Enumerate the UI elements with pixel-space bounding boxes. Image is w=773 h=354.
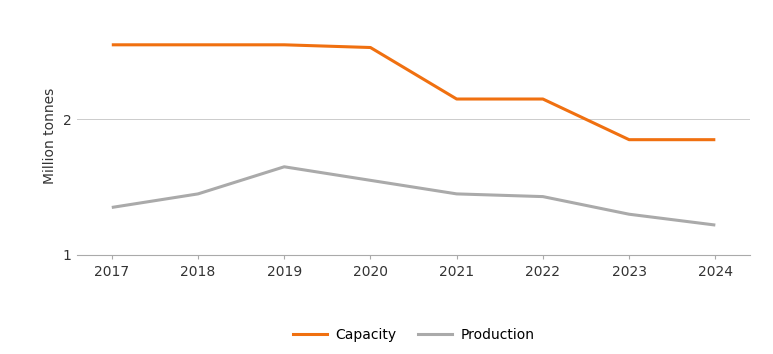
Y-axis label: Million tonnes: Million tonnes — [43, 88, 57, 184]
Legend: Capacity, Production: Capacity, Production — [287, 322, 540, 348]
